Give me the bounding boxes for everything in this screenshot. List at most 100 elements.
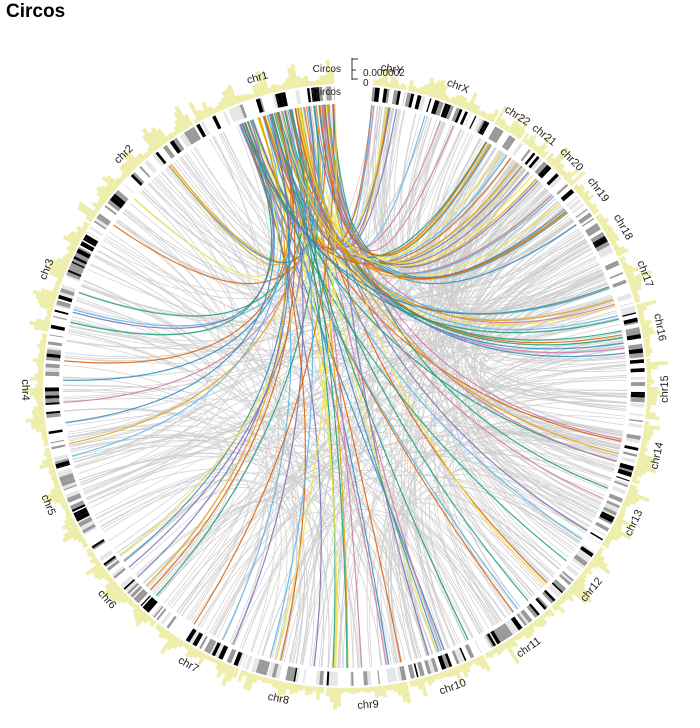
- link-colored: [266, 114, 338, 668]
- cytoband: [627, 338, 642, 343]
- cytoband: [528, 155, 540, 169]
- histogram-bin: [536, 138, 550, 154]
- histogram-bin: [61, 255, 71, 263]
- histogram-bin: [54, 280, 62, 287]
- cytoband: [98, 213, 112, 224]
- cytoband: [89, 226, 103, 236]
- cytoband: [178, 623, 190, 638]
- cytoband: [490, 127, 501, 142]
- cytoband: [115, 569, 129, 582]
- cytoband: [100, 209, 114, 221]
- cytoband: [590, 232, 605, 243]
- cytoband: [610, 273, 625, 282]
- cytoband: [535, 597, 547, 610]
- inner-track-label: Circos: [313, 87, 341, 98]
- histogram-bin: [394, 80, 400, 89]
- cytoband: [600, 252, 616, 262]
- histogram-bin: [383, 67, 390, 87]
- cytoband: [138, 593, 150, 606]
- cytoband: [590, 529, 605, 540]
- histogram-bin: [604, 227, 614, 235]
- histogram-bin: [237, 669, 245, 682]
- cytoband: [279, 665, 284, 680]
- cytoband: [267, 662, 276, 677]
- link-colored: [324, 104, 539, 268]
- histogram-bin: [120, 172, 128, 180]
- link-gray: [369, 415, 626, 667]
- histogram-bin: [635, 299, 657, 309]
- histogram-bin: [308, 80, 313, 87]
- cytoband: [157, 150, 168, 163]
- histogram-bin: [34, 373, 44, 378]
- cytoband: [424, 659, 432, 675]
- cytoband: [285, 91, 292, 106]
- cytoband: [134, 169, 148, 183]
- histogram-bin: [578, 190, 585, 197]
- cytoband: [319, 670, 324, 686]
- histogram-chr2: [77, 105, 194, 223]
- histogram-bin: [580, 572, 587, 580]
- cytoband: [156, 608, 167, 621]
- histogram-chr4: [22, 332, 49, 447]
- histogram-bin: [124, 160, 136, 172]
- link-gray: [337, 190, 550, 668]
- cytoband: [611, 277, 626, 285]
- histogram-bin: [411, 85, 417, 93]
- histogram-bin: [220, 97, 228, 110]
- cytoband: [501, 135, 512, 148]
- histogram-bin: [646, 379, 655, 384]
- cytoband: [53, 311, 68, 320]
- cytoband: [192, 632, 201, 645]
- histogram-bin: [515, 633, 523, 641]
- cytoband: [212, 115, 222, 130]
- link-gray: [376, 109, 420, 659]
- ideogram-chr17: [604, 259, 634, 308]
- cytoband: [96, 215, 110, 226]
- cytoband: [504, 137, 516, 151]
- cytoband: [604, 259, 618, 267]
- cytoband: [99, 549, 112, 559]
- histogram-bin: [415, 678, 423, 690]
- histogram-bin: [554, 162, 563, 171]
- cytoband: [613, 282, 628, 291]
- histogram-bin: [35, 384, 44, 389]
- cytoband: [84, 528, 98, 537]
- cytoband: [404, 92, 412, 108]
- cytoband: [45, 391, 60, 396]
- histogram-bin: [297, 684, 303, 692]
- histogram-bin: [59, 500, 67, 506]
- cytoband: [70, 262, 85, 272]
- cytoband: [214, 643, 225, 658]
- histogram-bin: [53, 479, 59, 485]
- histogram-bin: [494, 646, 502, 656]
- cytoband: [87, 228, 102, 239]
- cytoband: [114, 192, 127, 203]
- link-colored: [280, 111, 625, 354]
- histogram-bin: [643, 342, 650, 347]
- link-gray: [212, 136, 281, 638]
- link-gray: [150, 450, 611, 592]
- histogram-bin: [399, 682, 408, 703]
- cytoband: [45, 363, 60, 369]
- cytoband: [166, 142, 178, 157]
- histogram-bin: [544, 610, 551, 618]
- cytoband: [630, 386, 645, 389]
- cytoband: [290, 90, 295, 105]
- cytoband: [151, 604, 163, 617]
- cytoband: [576, 551, 590, 563]
- cytoband: [526, 605, 538, 618]
- histogram-bin: [638, 314, 645, 319]
- histogram-bin: [30, 391, 44, 396]
- histogram-bin: [91, 201, 102, 211]
- histogram-bin: [463, 101, 470, 110]
- cytoband: [426, 98, 432, 113]
- histogram-bin: [370, 686, 375, 692]
- link-gray: [136, 496, 434, 655]
- cytoband: [558, 573, 572, 586]
- cytoband: [255, 98, 264, 113]
- cytoband: [93, 542, 108, 553]
- histogram-bin: [312, 686, 317, 692]
- histogram-bin: [293, 683, 299, 694]
- cytoband: [485, 634, 494, 648]
- cytoband: [363, 671, 366, 686]
